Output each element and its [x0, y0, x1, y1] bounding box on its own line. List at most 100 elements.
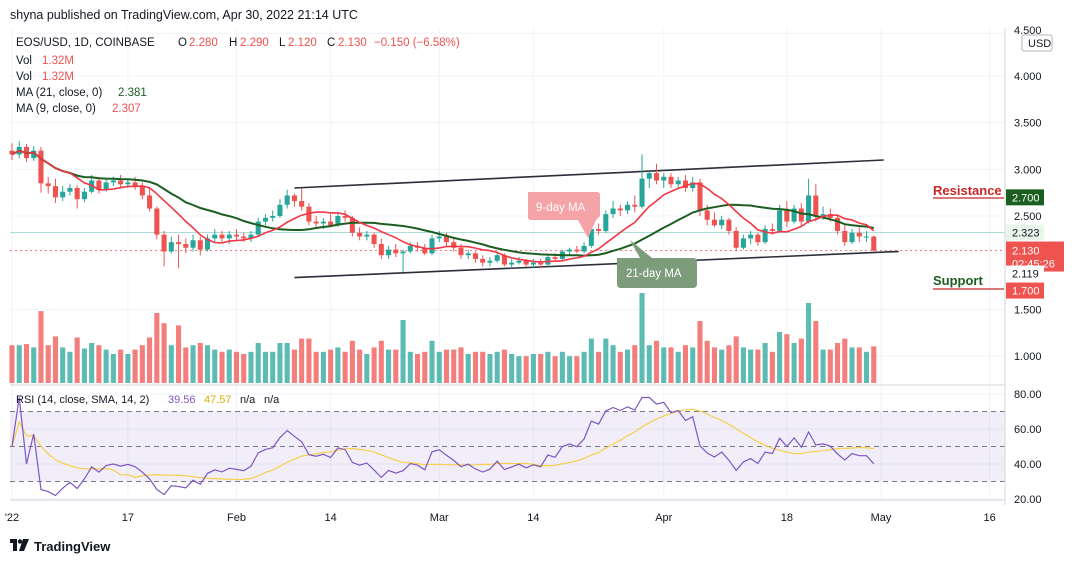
- channel-upper-line: [294, 159, 884, 189]
- candle-body: [472, 253, 479, 259]
- volume-bar: [472, 351, 479, 383]
- candle-body: [574, 249, 580, 252]
- volume-bar: [31, 347, 37, 383]
- ma21-callout-label: 21-day MA: [626, 268, 682, 280]
- volume-bar: [661, 347, 667, 383]
- candle-body: [255, 221, 261, 235]
- volume-bar: [465, 354, 471, 383]
- candle-body: [704, 210, 710, 220]
- volume-bar: [38, 311, 44, 383]
- candle-body: [516, 260, 522, 263]
- time-tick-label: 18: [781, 512, 793, 524]
- candle-body: [538, 262, 544, 265]
- volume-bar: [139, 345, 145, 383]
- close-value: 2.130: [338, 37, 367, 49]
- candle-body: [646, 173, 652, 179]
- candle-body: [147, 195, 153, 209]
- volume-bar: [241, 354, 247, 383]
- volume-bar: [342, 351, 348, 383]
- candle-body: [835, 217, 841, 231]
- price-tick-label: 3.000: [1014, 164, 1042, 176]
- moving-averages: [11, 149, 875, 263]
- volume-bar: [154, 313, 160, 383]
- candle-body: [755, 234, 761, 243]
- candle-body: [443, 236, 450, 243]
- candle-body: [856, 232, 862, 237]
- level-2119-tag-bg: [1006, 265, 1044, 282]
- rsi-legend: RSI (14, close, SMA, 14, 2) 39.56 47.57 …: [16, 394, 280, 406]
- vol2-value: 1.32M: [42, 71, 74, 83]
- candle-body: [509, 262, 515, 265]
- candle-body: [328, 221, 334, 226]
- time-tick-label: 14: [527, 512, 539, 524]
- candle-body: [212, 234, 218, 239]
- volume-bar: [820, 349, 826, 383]
- high-value: 2.290: [240, 37, 269, 49]
- currency-badge[interactable]: [1021, 34, 1053, 52]
- candle-body: [45, 183, 51, 187]
- volume-bar: [704, 340, 710, 383]
- tradingview-logo-icon: [10, 538, 30, 555]
- candle-body: [364, 234, 370, 237]
- volume-bar: [74, 337, 80, 383]
- candle-body: [552, 257, 558, 259]
- volume-bar: [183, 347, 189, 383]
- candle-body: [719, 219, 725, 226]
- candle-body: [204, 238, 211, 250]
- volume-bar: [197, 343, 203, 383]
- level-2119-tag-label: 2.119: [1012, 269, 1039, 281]
- volume-bar: [682, 345, 689, 383]
- rsi-na-1: n/a: [240, 394, 256, 406]
- candle-body: [38, 150, 44, 184]
- volume-bar: [364, 354, 370, 383]
- time-tick-label: Mar: [430, 512, 449, 524]
- volume-bar: [516, 356, 522, 383]
- candlesticks: [9, 141, 877, 272]
- candle-body: [103, 182, 109, 190]
- tradingview-brand[interactable]: TradingView: [10, 538, 110, 555]
- volume-bar: [284, 343, 290, 383]
- candle-body: [284, 195, 290, 205]
- candle-body: [299, 201, 305, 207]
- time-tick-label: Feb: [227, 512, 246, 524]
- volume-bar: [371, 347, 377, 383]
- ma21-callout-shape: [617, 240, 697, 288]
- resistance-label: Resistance: [933, 183, 1002, 198]
- volume-bar: [827, 349, 833, 383]
- price-axis: 4.500 4.000 3.500 3.000 2.500 1.500 1.000: [1014, 25, 1042, 363]
- price-tick-label: 1.500: [1014, 304, 1042, 316]
- volume-bar: [60, 347, 66, 383]
- resistance-tag-bg: [1006, 189, 1044, 206]
- candle-body: [849, 232, 855, 243]
- volume-bar: [501, 349, 507, 383]
- volume-bar: [313, 351, 319, 383]
- channel-lower-line: [294, 250, 899, 279]
- candle-body: [581, 245, 587, 252]
- price-tick-label: 4.000: [1014, 71, 1042, 83]
- price-tick-label: 1.000: [1014, 351, 1042, 363]
- candle-body: [842, 230, 848, 243]
- volume-bar: [190, 345, 196, 383]
- candle-body: [262, 217, 268, 222]
- candle-body: [806, 195, 812, 222]
- publisher-caption: shyna published on TradingView.com, Apr …: [10, 8, 358, 22]
- rsi-value: 39.56: [168, 394, 196, 406]
- ma9-callout-label: 9-day MA: [536, 202, 586, 214]
- candle-body: [52, 186, 58, 198]
- volume-bar: [407, 351, 413, 383]
- rsi-sma-line: [11, 408, 874, 481]
- candle-body: [407, 245, 413, 252]
- ohlc-legend: EOS/USD, 1D, COINBASE O 2.280 H 2.290 L …: [16, 37, 460, 115]
- volume-bar: [697, 321, 703, 383]
- high-label: H: [229, 37, 237, 49]
- candle-body: [762, 229, 768, 243]
- change-value: −0.150 (−6.58%): [374, 37, 460, 49]
- candle-body: [110, 180, 116, 183]
- volume-bar: [849, 347, 855, 383]
- candle-body: [67, 188, 73, 192]
- volume-bars: [9, 293, 877, 383]
- volume-bar: [125, 354, 131, 383]
- price-tick-label: 4.500: [1014, 25, 1042, 37]
- volume-bar: [835, 343, 841, 383]
